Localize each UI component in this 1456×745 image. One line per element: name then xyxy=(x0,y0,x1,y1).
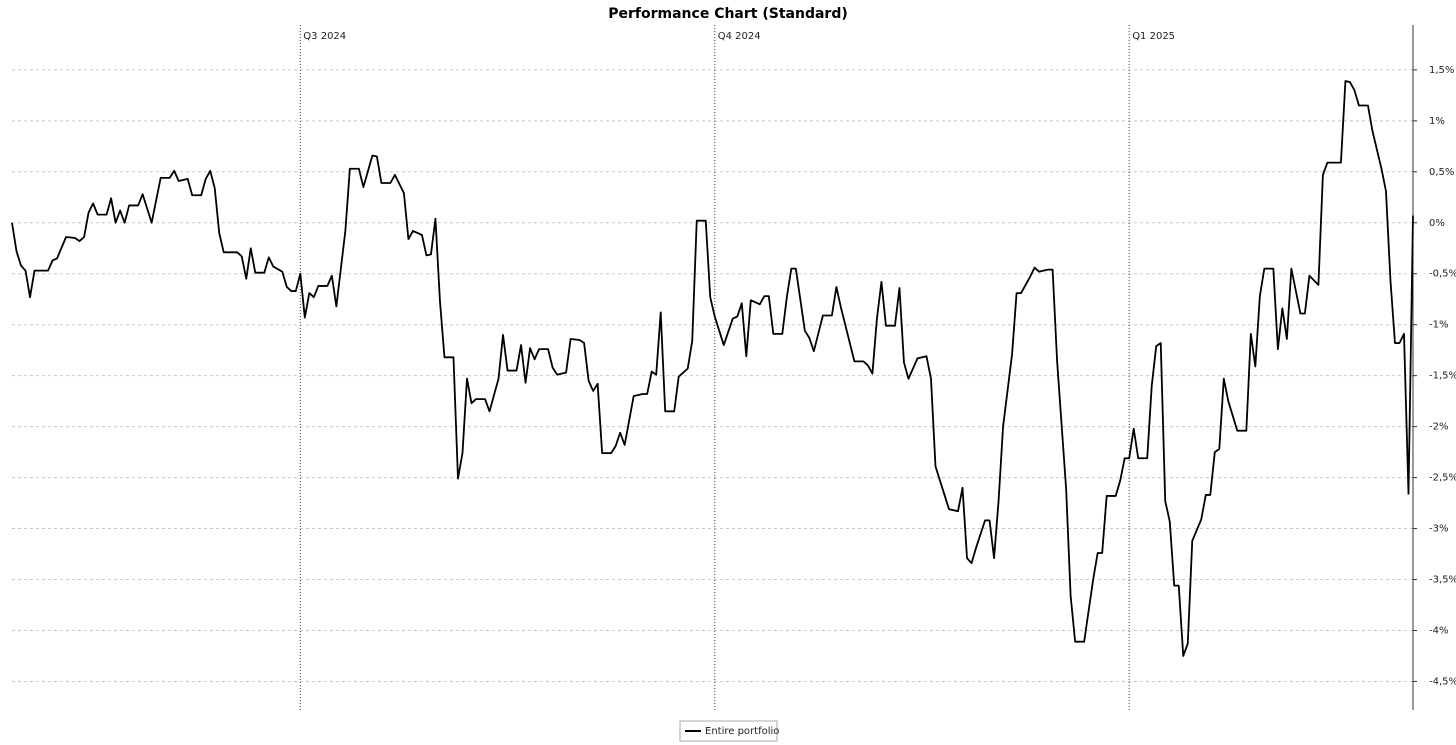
y-tick-label: 0% xyxy=(1429,218,1445,229)
plot-layer: 1,5% 1% 0,5% 0% -0,5% -1% -1,5% -2% -2,5% -3% -3,5… xyxy=(11,31,1456,742)
y-tick-label: -1,5% xyxy=(1429,371,1456,382)
y-tick-label: -3,5% xyxy=(1429,575,1456,586)
y-tick-label: -4% xyxy=(1429,625,1448,636)
grid-layer xyxy=(12,25,1417,710)
x-tick-label: Q1 2025 xyxy=(1132,31,1175,42)
legend-box xyxy=(679,720,778,742)
series-line xyxy=(11,80,1414,657)
chart-title: Performance Chart (Standard) xyxy=(608,6,847,22)
y-tick-label: 1% xyxy=(1429,116,1445,127)
y-tick-label: 0,5% xyxy=(1429,167,1454,178)
y-tick-label: -2% xyxy=(1429,422,1448,433)
x-tick-label: Q4 2024 xyxy=(718,31,761,42)
y-tick-label: -2,5% xyxy=(1429,473,1456,484)
legend-label: Entire portfolio xyxy=(705,726,779,737)
y-tick-label: -4,5% xyxy=(1429,676,1456,687)
y-tick-label: -0,5% xyxy=(1429,269,1456,280)
y-tick-label: -1% xyxy=(1429,320,1448,331)
y-tick-label: -3% xyxy=(1429,524,1448,535)
x-tick-label: Q3 2024 xyxy=(303,31,346,42)
y-tick-label: 1,5% xyxy=(1429,65,1454,76)
